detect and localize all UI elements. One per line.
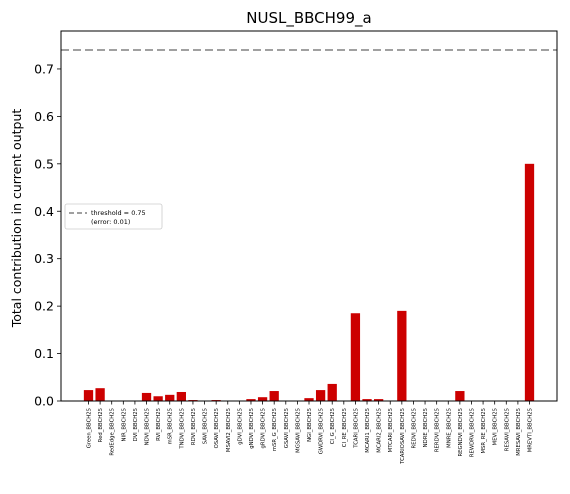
legend-box [64,203,163,230]
bar [95,388,105,401]
plot-frame [60,30,558,402]
x-tick-label: REDVI_BBCH25 [411,408,417,448]
bars [83,163,535,401]
y-tick-label: 0.2 [34,299,54,314]
x-tick-label: Green_BBCH25 [87,408,93,448]
bar [246,399,256,401]
x-tick-label: TCARIOSAVI_BBCH25 [400,408,406,465]
x-tick-label: GSAVI_BBCH25 [284,408,290,448]
x-tick-label: gDVI_BBCH25 [237,408,243,445]
bar [350,313,361,401]
x-tick-label: DVI_BBCH25 [133,408,139,441]
bar [304,398,314,401]
bar [524,163,535,401]
x-tick-label: OSAVI_BBCH25 [214,408,220,448]
x-tick-label: MCARI1_BBCH25 [365,408,371,453]
x-tick-label: TCARI_BBCH25 [353,408,359,449]
x-tick-label: MSAVI2_BBCH25 [226,408,232,452]
legend-threshold-label: threshold = 0.75 [91,209,146,217]
bar [153,396,163,401]
x-tick-label: RVI_BBCH25 [156,408,162,441]
x-tick-label: REWDRVI_BBCH25 [469,408,475,457]
x-tick-label: MNRE_BBCH25 [446,408,452,448]
bar [269,391,279,401]
bar [165,394,175,401]
bar [373,399,384,401]
x-tick-label: REGNDVI_BBCH25 [458,408,464,457]
x-tick-label: RERDVI_BBCH25 [435,408,441,452]
x-tick-label: RedEdge_BBCH25 [110,408,116,456]
x-tick-label: gRDVI_BBCH25 [261,408,267,448]
y-tick-label: 0.5 [34,156,54,171]
x-tick-label: MRESAVI_BBCH25 [516,408,522,456]
x-tick-label: GWDRVI_BBCH25 [319,408,325,454]
x-tick-label: TNDVI_BBCH25 [179,408,185,450]
x-tick-label: NGI_BBCH25 [307,408,313,442]
bar [176,391,186,401]
y-tick-label: 0.6 [34,109,54,124]
x-axis-ticks: Green_BBCH25 Red_BBCH25 RedEdge_BBCH25 NIR_… [87,401,534,465]
x-tick-label: MGSAVI_BBCH25 [295,408,301,453]
x-tick-label: CI_G_BBCH25 [330,408,336,444]
x-tick-label: mSR_BBCH25 [168,408,174,444]
x-tick-label: gNDVI_BBCH25 [249,408,255,449]
legend-error-label: (error: 0.01) [91,218,130,226]
x-tick-label: NDVI_BBCH25 [145,408,151,445]
x-tick-label: MEVI_BBCH25 [493,408,499,445]
x-tick-label: MREVTI_BBCH25 [528,408,534,452]
bar [397,310,407,401]
x-tick-label: MSR_RE_BBCH25 [481,408,487,454]
bar [315,390,326,401]
legend: threshold = 0.75 (error: 0.01) [64,203,163,230]
bar [141,392,152,401]
y-axis-ticks: 0.0 0.1 0.2 0.3 0.4 0.5 0.6 0.7 [34,61,61,409]
chart-title: NUSL_BBCH99_a [246,9,371,28]
bar [257,397,268,401]
x-tick-label: CI_RE_BBCH25 [342,408,348,447]
y-tick-label: 0.3 [34,251,54,266]
x-tick-label: RESAVI_BBCH25 [504,408,510,451]
bar [327,383,337,401]
y-tick-label: 0.7 [34,61,54,76]
bar [455,391,465,401]
y-tick-label: 0.1 [34,346,54,361]
x-tick-label: NIR_BBCH25 [121,408,127,441]
x-tick-label: mSR_G_BBCH25 [272,408,278,451]
y-tick-label: 0.0 [34,394,54,409]
y-axis-label: Total contribution in current output [9,109,24,329]
bar [83,390,94,401]
y-tick-label: 0.4 [34,204,54,219]
x-tick-label: MTCARI_BBCH25 [388,408,394,452]
x-tick-label: RDVI_BBCH25 [191,408,197,445]
x-tick-label: Red_BBCH25 [98,408,104,442]
x-tick-label: SAVI_BBCH25 [203,408,209,444]
x-tick-label: MCARI2_BBCH25 [377,408,383,453]
x-tick-label: NDRE_BBCH25 [423,408,429,447]
bar [362,399,372,401]
